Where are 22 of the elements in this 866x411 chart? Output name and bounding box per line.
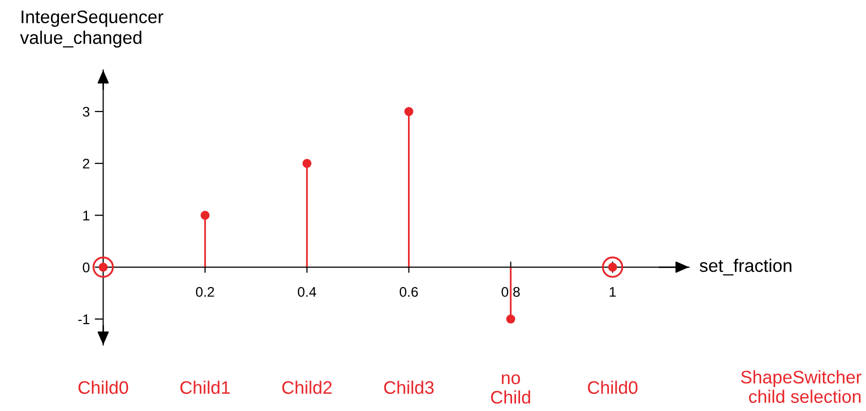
point [200, 210, 210, 220]
x-tick-label: 1 [610, 287, 616, 297]
text: ShapeSwitcher child selection [741, 370, 862, 403]
x-tick-label: 0.2 [196, 286, 214, 297]
y-axis-title: IntegerSequencer value_changed [20, 10, 164, 48]
text: no Child [491, 374, 530, 404]
y-tick-label: 1 [83, 210, 90, 220]
y-tick-label: 0 [82, 262, 90, 272]
y-tick-label: -1 [78, 314, 90, 324]
text: Child0 [78, 380, 128, 394]
x-axis-title: set_fraction [700, 258, 792, 276]
x-tick-label: 0.4 [298, 286, 316, 297]
text: Child0 [588, 380, 638, 394]
point [404, 107, 414, 116]
y-tick-label: 2 [82, 158, 90, 168]
y-tick-label: 3 [82, 106, 90, 117]
point [302, 158, 312, 168]
text: Child3 [384, 380, 434, 394]
text: Child1 [180, 380, 230, 394]
x-tick-label: 0.6 [400, 286, 418, 297]
point [506, 314, 516, 324]
text: Child2 [282, 380, 332, 394]
